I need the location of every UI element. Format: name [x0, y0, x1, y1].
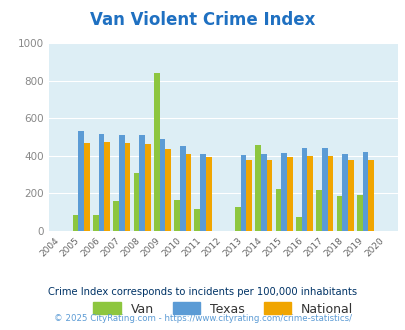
Bar [165, 149, 171, 231]
Bar [159, 139, 165, 231]
Bar [179, 147, 185, 231]
Bar [336, 196, 341, 231]
Bar [255, 146, 260, 231]
Bar [194, 209, 200, 231]
Bar [185, 154, 191, 231]
Bar [98, 134, 104, 231]
Bar [341, 154, 347, 231]
Bar [315, 190, 321, 231]
Bar [124, 143, 130, 231]
Bar [327, 156, 333, 231]
Bar [139, 135, 145, 231]
Bar [104, 142, 110, 231]
Bar [145, 145, 150, 231]
Legend: Van, Texas, National: Van, Texas, National [88, 297, 358, 321]
Bar [200, 154, 205, 231]
Bar [281, 153, 286, 231]
Bar [240, 155, 246, 231]
Bar [133, 173, 139, 231]
Bar [84, 143, 90, 231]
Bar [153, 73, 159, 231]
Bar [260, 154, 266, 231]
Bar [174, 200, 179, 231]
Bar [266, 159, 272, 231]
Bar [275, 189, 281, 231]
Text: Crime Index corresponds to incidents per 100,000 inhabitants: Crime Index corresponds to incidents per… [48, 287, 357, 297]
Bar [367, 159, 373, 231]
Bar [295, 217, 301, 231]
Bar [234, 208, 240, 231]
Bar [347, 159, 353, 231]
Bar [113, 201, 119, 231]
Text: Van Violent Crime Index: Van Violent Crime Index [90, 11, 315, 29]
Text: © 2025 CityRating.com - https://www.cityrating.com/crime-statistics/: © 2025 CityRating.com - https://www.city… [54, 314, 351, 323]
Bar [93, 215, 98, 231]
Bar [119, 135, 124, 231]
Bar [362, 152, 367, 231]
Bar [321, 148, 327, 231]
Bar [246, 160, 252, 231]
Bar [72, 215, 78, 231]
Bar [301, 148, 307, 231]
Bar [78, 131, 84, 231]
Bar [307, 156, 312, 231]
Bar [286, 157, 292, 231]
Bar [356, 195, 362, 231]
Bar [205, 157, 211, 231]
